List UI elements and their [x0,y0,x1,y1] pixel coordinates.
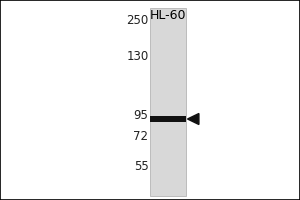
Bar [150,116,186,122]
Text: HL-60: HL-60 [150,9,186,22]
Text: 55: 55 [134,160,148,172]
Polygon shape [188,113,199,124]
Text: 250: 250 [126,14,148,26]
Bar [150,8,186,196]
Text: 72: 72 [134,130,148,142]
Text: 95: 95 [134,109,148,122]
Text: 130: 130 [126,49,148,62]
